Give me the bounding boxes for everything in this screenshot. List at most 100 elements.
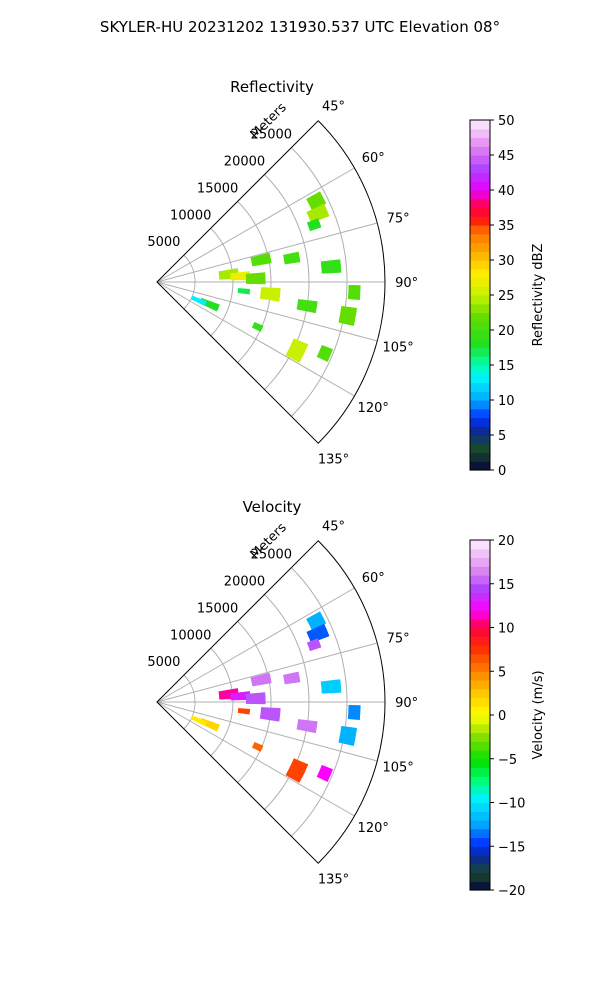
velocity-colorbar-segment bbox=[470, 583, 490, 594]
reflectivity-echo-cell bbox=[285, 338, 309, 363]
reflectivity-echo-cell bbox=[250, 252, 272, 267]
reflectivity-colorbar-segment bbox=[470, 251, 490, 261]
velocity-azimuth-tick-label: 90° bbox=[395, 696, 418, 711]
velocity-colorbar-segment bbox=[470, 557, 490, 567]
velocity-colorbar-segment bbox=[470, 776, 490, 786]
velocity-colorbar-segment bbox=[470, 540, 490, 550]
reflectivity-colorbar-segment bbox=[470, 356, 490, 366]
reflectivity-colorbar-segment bbox=[470, 443, 490, 454]
reflectivity-echo-cell bbox=[190, 295, 207, 307]
reflectivity-colorbar-segment bbox=[470, 373, 490, 384]
reflectivity-colorbar-segment bbox=[470, 400, 490, 410]
reflectivity-echo-cell bbox=[259, 287, 281, 302]
reflectivity-echo-cell bbox=[245, 272, 266, 285]
reflectivity-colorbar-segment bbox=[470, 233, 490, 244]
reflectivity-colorbar-segment bbox=[470, 137, 490, 147]
reflectivity-radial-tick-label: 10000 bbox=[170, 208, 211, 223]
velocity-colorbar-segment bbox=[470, 863, 490, 874]
velocity-colorbar-tick-label: 20 bbox=[498, 534, 515, 549]
reflectivity-echo-cell bbox=[338, 305, 358, 326]
reflectivity-colorbar-segment bbox=[470, 260, 490, 270]
reflectivity-panel: Reflectivity 500010000150002000025000Met… bbox=[147, 78, 546, 479]
reflectivity-colorbar-segment bbox=[470, 172, 490, 182]
reflectivity-colorbar-segment bbox=[470, 198, 490, 209]
reflectivity-colorbar-segment bbox=[470, 190, 490, 200]
velocity-colorbar-segment bbox=[470, 645, 490, 655]
reflectivity-colorbar-segment bbox=[470, 207, 490, 217]
reflectivity-colorbar-segment bbox=[470, 268, 490, 279]
reflectivity-echo-cell bbox=[306, 203, 330, 224]
velocity-colorbar-segment bbox=[470, 715, 490, 725]
velocity-echo-cell bbox=[316, 764, 333, 782]
reflectivity-colorbar-segment bbox=[470, 347, 490, 357]
reflectivity-colorbar-tick-label: 10 bbox=[498, 394, 515, 409]
velocity-colorbar-tick-label: 0 bbox=[498, 709, 506, 724]
reflectivity-colorbar-segment bbox=[470, 286, 490, 296]
velocity-colorbar-segment bbox=[470, 837, 490, 847]
velocity-colorbar-tick-label: −20 bbox=[498, 884, 525, 899]
reflectivity-echo-cell bbox=[316, 344, 333, 362]
reflectivity-colorbar-segment bbox=[470, 435, 490, 445]
reflectivity-colorbar-segment bbox=[470, 216, 490, 226]
velocity-colorbar-segment bbox=[470, 881, 490, 891]
velocity-colorbar-segment bbox=[470, 723, 490, 734]
reflectivity-colorbar-tick-label: 15 bbox=[498, 359, 515, 374]
reflectivity-colorbar-segment bbox=[470, 163, 490, 174]
reflectivity-colorbar-tick-label: 25 bbox=[498, 289, 515, 304]
reflectivity-colorbar-segment bbox=[470, 225, 490, 235]
reflectivity-radial-tick-label: 15000 bbox=[197, 181, 238, 196]
reflectivity-colorbar-segment bbox=[470, 120, 490, 130]
reflectivity-colorbar-segment bbox=[470, 330, 490, 340]
reflectivity-colorbar-tick-label: 20 bbox=[498, 324, 515, 339]
velocity-colorbar-segment bbox=[470, 785, 490, 795]
velocity-azimuth-tick-label: 60° bbox=[362, 571, 385, 586]
reflectivity-colorbar-segment bbox=[470, 128, 490, 139]
reflectivity-echo-cell bbox=[296, 299, 318, 314]
reflectivity-azimuth-tick-label: 120° bbox=[358, 401, 389, 416]
velocity-echo-cell bbox=[251, 742, 264, 752]
velocity-colorbar-segment bbox=[470, 697, 490, 707]
velocity-echo-cell bbox=[306, 623, 330, 644]
reflectivity-colorbar-segment bbox=[470, 146, 490, 156]
velocity-colorbar-segment bbox=[470, 758, 490, 769]
reflectivity-colorbar-segment bbox=[470, 417, 490, 427]
velocity-colorbar-segment bbox=[470, 750, 490, 760]
reflectivity-azimuth-gridline bbox=[156, 167, 355, 283]
reflectivity-colorbar-segment bbox=[470, 338, 490, 349]
reflectivity-colorbar-tick-label: 30 bbox=[498, 254, 515, 269]
velocity-colorbar-label: Velocity (m/s) bbox=[531, 670, 546, 759]
figure-title: SKYLER-HU 20231202 131930.537 UTC Elevat… bbox=[100, 18, 500, 36]
velocity-colorbar-tick-label: 5 bbox=[498, 665, 506, 680]
reflectivity-echo-cell bbox=[320, 259, 342, 274]
reflectivity-azimuth-tick-label: 60° bbox=[362, 151, 385, 166]
reflectivity-colorbar-segment bbox=[470, 365, 490, 375]
reflectivity-azimuth-tick-label: 135° bbox=[318, 453, 349, 468]
velocity-colorbar-tick-label: 15 bbox=[498, 578, 515, 593]
velocity-colorbar-segment bbox=[470, 575, 490, 585]
reflectivity-panel-title: Reflectivity bbox=[230, 78, 314, 96]
velocity-colorbar-segment bbox=[470, 828, 490, 839]
velocity-azimuth-tick-label: 105° bbox=[382, 761, 413, 776]
velocity-colorbar-segment bbox=[470, 846, 490, 856]
velocity-echo-cell bbox=[245, 692, 266, 705]
velocity-colorbar-segment bbox=[470, 802, 490, 812]
reflectivity-colorbar-segment bbox=[470, 277, 490, 287]
velocity-colorbar-segment bbox=[470, 636, 490, 646]
reflectivity-echo-cell bbox=[251, 322, 264, 332]
velocity-radial-tick-label: 5000 bbox=[147, 655, 180, 670]
velocity-colorbar-segment bbox=[470, 566, 490, 576]
reflectivity-azimuth-gridline bbox=[156, 281, 378, 342]
velocity-colorbar-segment bbox=[470, 662, 490, 672]
velocity-radial-tick-label: 10000 bbox=[170, 628, 211, 643]
reflectivity-azimuth-gridline bbox=[156, 222, 378, 283]
velocity-azimuth-gridline bbox=[156, 701, 355, 817]
reflectivity-echo-cell bbox=[237, 288, 251, 295]
velocity-colorbar-segment bbox=[470, 618, 490, 629]
velocity-colorbar-segment bbox=[470, 592, 490, 602]
velocity-colorbar-segment bbox=[470, 732, 490, 742]
velocity-colorbar-segment bbox=[470, 793, 490, 804]
reflectivity-echo-cell bbox=[306, 218, 322, 232]
velocity-colorbar-segment bbox=[470, 548, 490, 559]
